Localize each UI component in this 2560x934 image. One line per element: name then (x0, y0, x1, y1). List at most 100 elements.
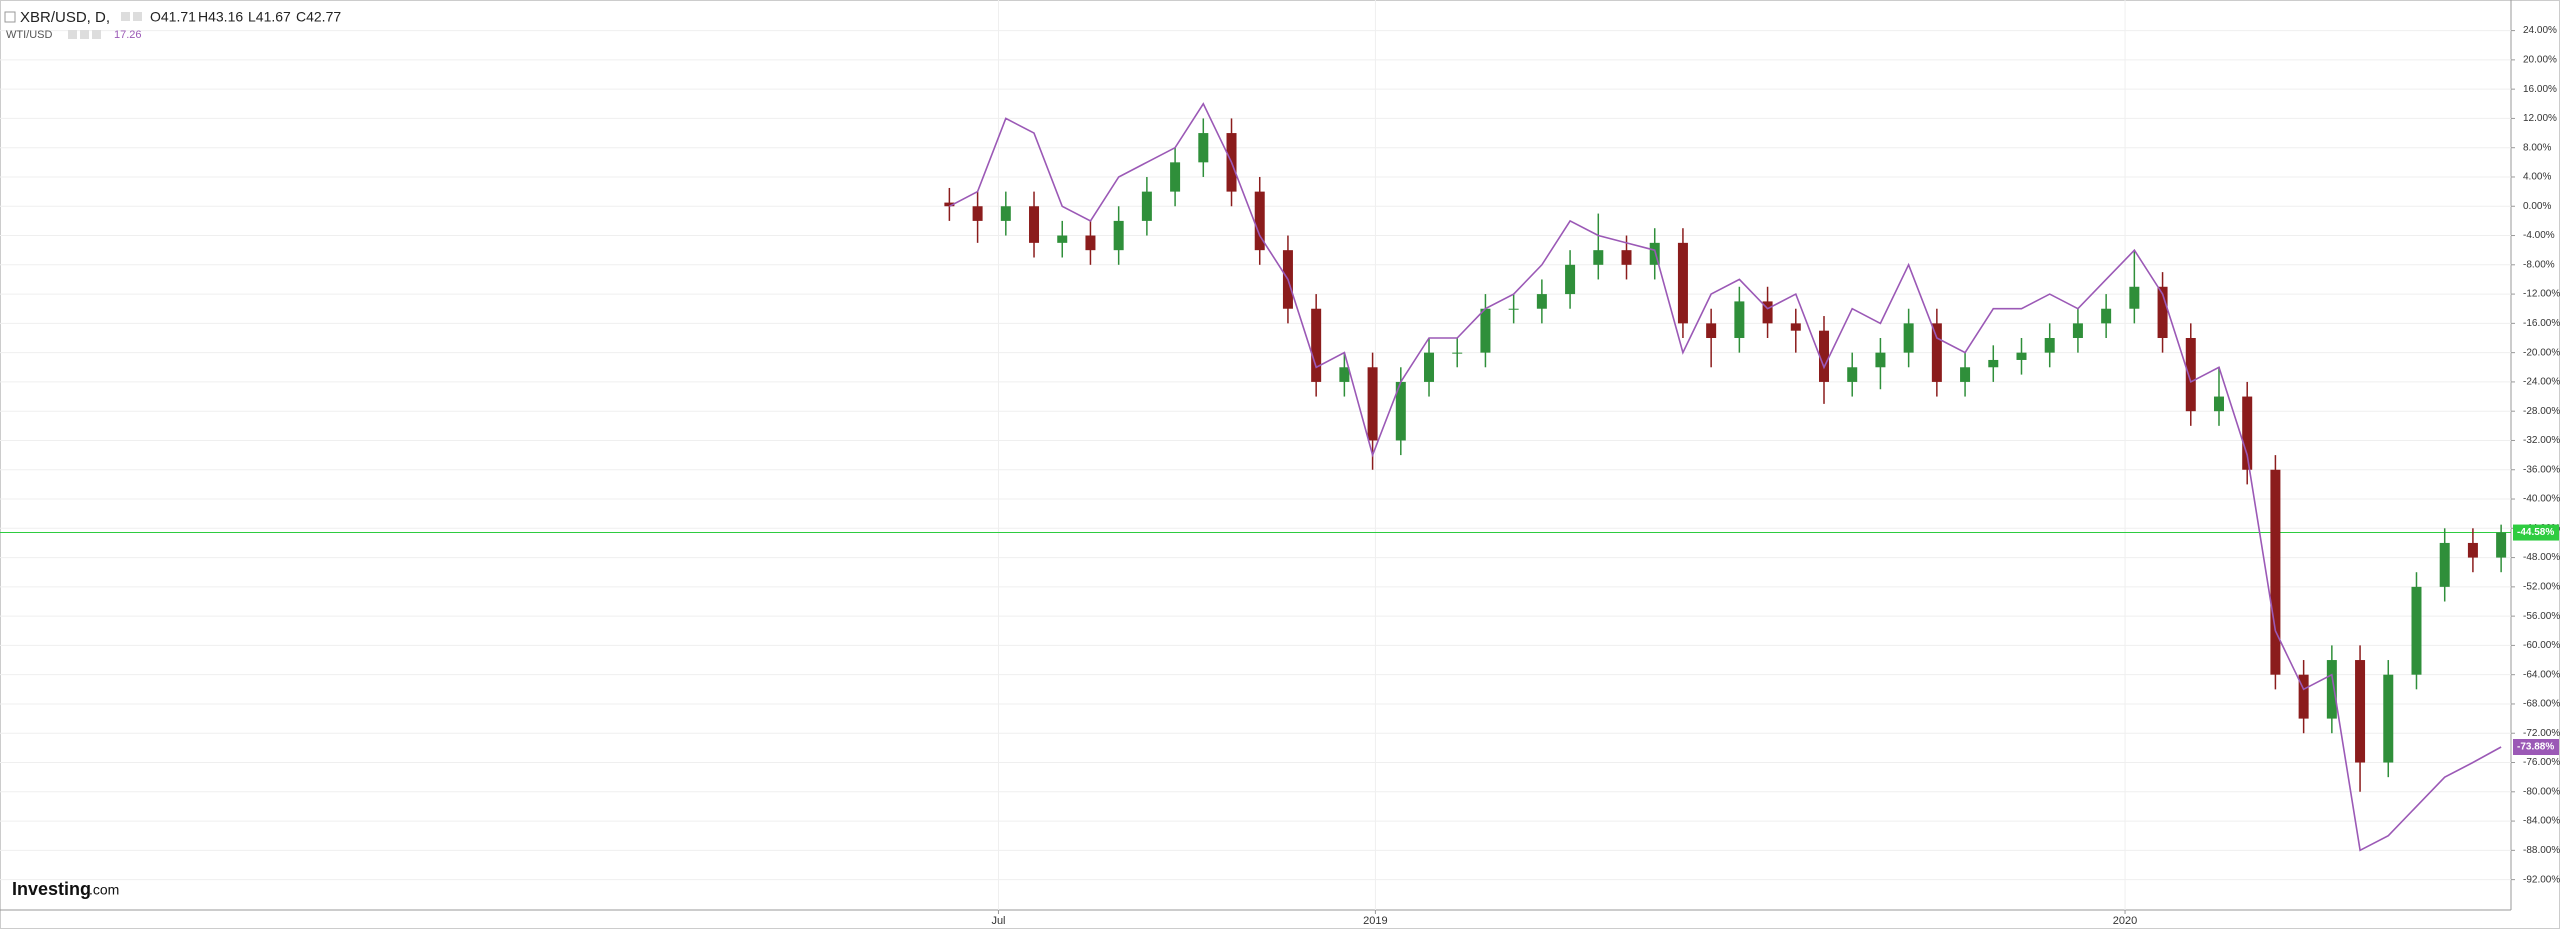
series-name: WTI/USD (6, 29, 52, 41)
candle-body (2044, 338, 2055, 353)
candle-body (972, 206, 983, 221)
collapse-icon[interactable] (4, 11, 16, 23)
candle-body (2213, 396, 2224, 412)
candle-body (1762, 301, 1773, 324)
candle-body (2129, 286, 2140, 309)
candle-body (1311, 308, 1322, 382)
y-tick-label: -40.00% (2523, 494, 2560, 505)
y-tick-label: -36.00% (2523, 464, 2560, 475)
candle-body (1593, 250, 1604, 265)
candle-body (2439, 542, 2450, 587)
last-price-label: -44.58% (2517, 527, 2554, 538)
y-tick-label: 0.00% (2523, 201, 2551, 212)
y-tick-label: -28.00% (2523, 406, 2560, 417)
candle-body (1198, 133, 1209, 163)
candle-body (2016, 352, 2027, 360)
y-tick-label: 12.00% (2523, 113, 2557, 124)
y-tick-label: -52.00% (2523, 581, 2560, 592)
y-tick-label: -12.00% (2523, 289, 2560, 300)
grid (0, 0, 2515, 914)
y-tick-label: -80.00% (2523, 786, 2560, 797)
y-tick-label: -16.00% (2523, 318, 2560, 329)
candle-body (1875, 352, 1886, 368)
candle-body (2298, 674, 2309, 719)
icon[interactable] (133, 12, 142, 21)
y-tick-label: -32.00% (2523, 435, 2560, 446)
y-tick-label: 20.00% (2523, 55, 2557, 66)
candle-body (2496, 532, 2507, 558)
y-tick-label: 4.00% (2523, 172, 2551, 183)
candle-body (1706, 323, 1717, 339)
y-tick-label: -8.00% (2523, 259, 2555, 270)
symbol-title: XBR/USD, D, (20, 9, 110, 26)
candle-body (1536, 294, 1547, 309)
candle-body (2383, 674, 2394, 763)
candle-body (1395, 381, 1406, 441)
candle-body (2467, 542, 2478, 558)
candle-body (1508, 308, 1519, 310)
y-tick-label: -68.00% (2523, 699, 2560, 710)
ohlc-low: L41.67 (248, 9, 291, 25)
x-tick-label: Jul (991, 915, 1005, 927)
candle-body (2270, 469, 2281, 675)
candle-body (1452, 352, 1463, 354)
candle-body (1819, 330, 1830, 382)
x-tick-label: 2020 (2113, 915, 2137, 927)
y-tick-label: -20.00% (2523, 347, 2560, 358)
candle-body (1029, 206, 1040, 243)
candle-body (1790, 323, 1801, 331)
ohlc-close: C42.77 (296, 9, 341, 25)
y-tick-label: -24.00% (2523, 377, 2560, 388)
x-tick-label: 2019 (1363, 915, 1387, 927)
candle-body (1960, 367, 1971, 382)
candle-body (1649, 242, 1660, 265)
last-value-label: -73.88% (2517, 742, 2554, 753)
candle-body (2072, 323, 2083, 339)
y-tick-label: -48.00% (2523, 552, 2560, 563)
icon[interactable] (121, 12, 130, 21)
candle-body (1254, 191, 1265, 251)
candle-body (1988, 359, 1999, 368)
candle-body (1367, 367, 1378, 441)
ohlc-high: H43.16 (198, 9, 243, 25)
candle-body (2101, 308, 2112, 324)
candle-body (1621, 250, 1632, 265)
candle-body (1170, 162, 1181, 192)
y-tick-label: -4.00% (2523, 230, 2555, 241)
series-value: 17.26 (114, 29, 142, 41)
candle-body (1141, 191, 1152, 221)
y-tick-label: 24.00% (2523, 25, 2557, 36)
plot (0, 102, 2511, 852)
y-tick-label: -60.00% (2523, 640, 2560, 651)
y-tick-label: 16.00% (2523, 84, 2557, 95)
last-value-badge (2513, 739, 2559, 756)
candle-body (1339, 367, 1350, 382)
icon[interactable] (92, 30, 101, 39)
candle-body (944, 202, 955, 207)
candle-body (2355, 660, 2366, 763)
candle-body (1480, 308, 1491, 353)
candle-body (1734, 301, 1745, 339)
y-tick-label: -92.00% (2523, 874, 2560, 885)
candle-body (2242, 396, 2253, 470)
icon[interactable] (68, 30, 77, 39)
header: XBR/USD, D, O41.71 H43.16 L41.67 C42.77 … (4, 9, 341, 41)
brand-suffix: .com (89, 882, 119, 898)
y-tick-label: -76.00% (2523, 757, 2560, 768)
candle-body (1057, 235, 1068, 243)
ohlc-open: O41.71 (150, 9, 196, 25)
candle-body (1931, 323, 1942, 382)
line-series (949, 102, 2502, 852)
brand: Investing (12, 879, 91, 899)
logo: Investing .com (12, 879, 119, 899)
candle-body (1000, 206, 1011, 221)
y-tick-label: 8.00% (2523, 142, 2551, 153)
candle-body (1565, 264, 1576, 295)
candle-body (1113, 220, 1124, 251)
candle-body (2157, 286, 2168, 339)
icon[interactable] (80, 30, 89, 39)
y-tick-label: -72.00% (2523, 728, 2560, 739)
candle-body (1847, 367, 1858, 382)
